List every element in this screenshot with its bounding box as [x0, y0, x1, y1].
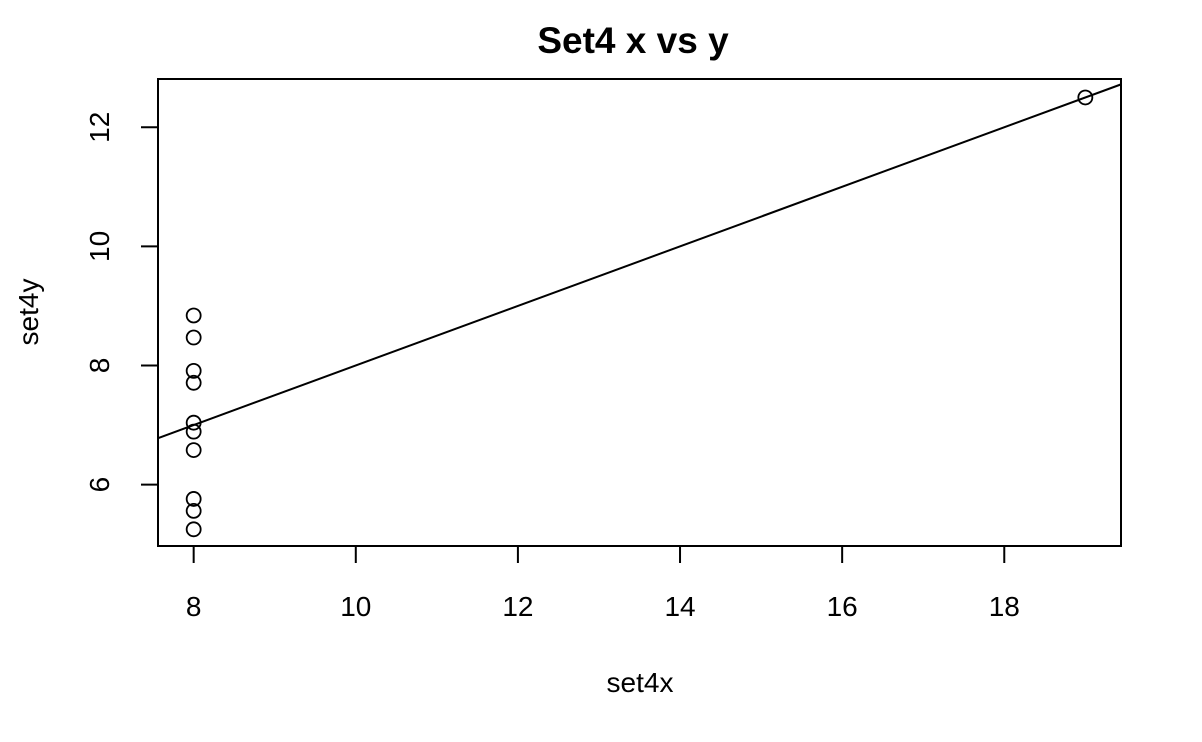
y-tick-label: 10: [84, 231, 115, 262]
x-tick-label: 12: [502, 591, 533, 622]
data-point: [185, 362, 202, 379]
x-tick-label: 14: [664, 591, 695, 622]
x-tick-label: 16: [827, 591, 858, 622]
chart-title: Set4 x vs y: [537, 20, 729, 61]
x-tick-label: 18: [989, 591, 1020, 622]
data-point: [185, 374, 202, 391]
data-point: [185, 521, 202, 538]
y-tick-label: 12: [84, 112, 115, 143]
data-point: [185, 329, 202, 346]
data-point: [185, 423, 202, 440]
x-tick-label: 8: [186, 591, 202, 622]
y-tick-label: 8: [84, 358, 115, 374]
x-tick-label: 10: [340, 591, 371, 622]
data-point: [185, 414, 202, 431]
data-point: [185, 307, 202, 324]
data-point: [185, 491, 202, 507]
data-point: [185, 442, 202, 458]
x-axis-title: set4x: [607, 667, 674, 698]
y-axis-title: set4y: [13, 279, 44, 346]
data-point: [185, 502, 202, 519]
plot-frame: [157, 78, 1122, 547]
y-tick-label: 6: [84, 477, 115, 493]
data-point: [1077, 89, 1094, 106]
regression-line: [158, 83, 1121, 440]
